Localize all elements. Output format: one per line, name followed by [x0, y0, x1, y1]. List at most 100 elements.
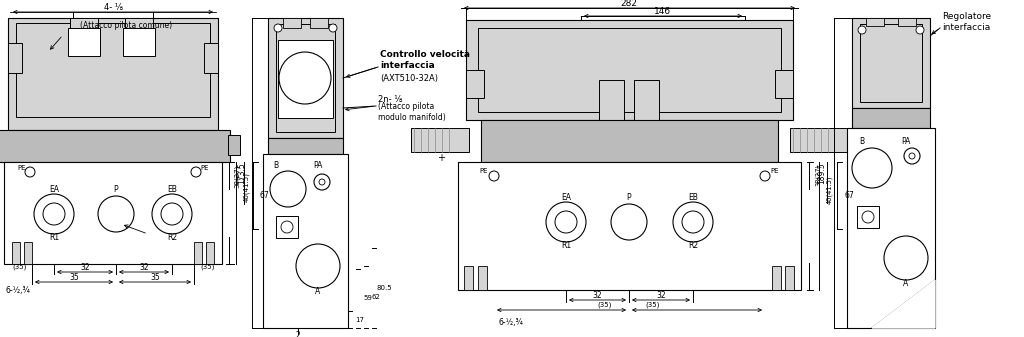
Bar [860, 24, 922, 102]
Bar [310, 18, 328, 28]
Text: PE: PE [480, 168, 488, 174]
Bar [599, 80, 624, 120]
Bar [866, 18, 884, 26]
Bar [775, 70, 793, 98]
Bar [206, 242, 214, 264]
Text: R2: R2 [167, 234, 177, 243]
Text: PE: PE [771, 168, 779, 174]
Text: 40(41.5): 40(41.5) [825, 176, 833, 204]
Text: 38(27): 38(27) [815, 164, 821, 186]
Bar [194, 242, 202, 264]
Bar [204, 43, 218, 73]
Text: P: P [114, 185, 119, 194]
Bar [785, 266, 794, 290]
Text: 4- ⅛: 4- ⅛ [103, 3, 123, 12]
Text: EB: EB [167, 185, 177, 194]
Text: 189.5: 189.5 [817, 162, 826, 184]
Polygon shape [872, 280, 935, 328]
Text: 282: 282 [621, 0, 638, 8]
Bar [263, 154, 348, 328]
Circle shape [281, 221, 293, 233]
Text: 173.5: 173.5 [238, 162, 247, 184]
Circle shape [862, 211, 874, 223]
Circle shape [909, 153, 915, 159]
Circle shape [191, 167, 201, 177]
Circle shape [98, 196, 134, 232]
Text: 59: 59 [364, 295, 373, 301]
Circle shape [884, 236, 928, 280]
Bar [852, 108, 930, 128]
Bar [276, 216, 298, 238]
Bar [464, 266, 473, 290]
Bar [634, 80, 659, 120]
Text: (AXT510-32A): (AXT510-32A) [380, 73, 438, 83]
Text: 67: 67 [259, 190, 269, 200]
Circle shape [329, 24, 337, 32]
Bar [8, 43, 22, 73]
Bar [70, 18, 98, 32]
Circle shape [673, 202, 713, 242]
Text: PE: PE [201, 165, 209, 171]
Bar [772, 266, 781, 290]
Bar [12, 242, 20, 264]
Text: PE: PE [17, 165, 27, 171]
Text: EB: EB [688, 193, 698, 203]
Text: (35): (35) [13, 264, 28, 270]
Text: 2: 2 [296, 332, 300, 337]
Circle shape [152, 194, 193, 234]
Text: Controllo velocità
interfaccia: Controllo velocità interfaccia [380, 50, 470, 70]
Text: (Attacco pilota comune): (Attacco pilota comune) [80, 22, 172, 31]
Circle shape [43, 203, 65, 225]
Bar [268, 18, 343, 138]
Circle shape [25, 167, 35, 177]
Text: (35): (35) [646, 302, 660, 308]
Bar [276, 24, 335, 132]
Circle shape [555, 211, 577, 233]
Circle shape [296, 244, 340, 288]
Text: B: B [859, 137, 864, 147]
Text: +: + [437, 153, 445, 163]
Text: A: A [315, 287, 321, 297]
Text: 80.5: 80.5 [376, 285, 392, 291]
Text: 146: 146 [654, 7, 672, 17]
Circle shape [760, 171, 770, 181]
Circle shape [274, 24, 282, 32]
Text: EA: EA [49, 185, 59, 194]
Bar [898, 18, 916, 26]
Bar [283, 18, 301, 28]
Bar [16, 23, 210, 117]
Text: 35: 35 [151, 273, 160, 281]
Bar [466, 70, 484, 98]
Circle shape [852, 148, 892, 188]
Text: Regolatore
interfaccia: Regolatore interfaccia [942, 12, 991, 32]
Bar [4, 162, 222, 264]
Circle shape [546, 202, 586, 242]
Bar [123, 28, 155, 56]
Circle shape [489, 171, 499, 181]
Text: PA: PA [313, 161, 323, 171]
Circle shape [611, 204, 647, 240]
Text: (35): (35) [598, 302, 612, 308]
Text: 32: 32 [139, 263, 148, 272]
Bar [228, 135, 240, 155]
Text: 62: 62 [372, 294, 381, 300]
Text: R2: R2 [688, 242, 698, 250]
Bar [458, 162, 801, 290]
Text: 2n- ⅛: 2n- ⅛ [378, 95, 402, 104]
Bar [852, 18, 930, 108]
Text: (Attacco pilota
modulo manifold): (Attacco pilota modulo manifold) [378, 102, 445, 122]
Text: 35: 35 [70, 273, 79, 281]
Text: PA: PA [901, 137, 910, 147]
Bar [790, 128, 848, 152]
Bar [268, 138, 343, 154]
Text: 17: 17 [355, 317, 365, 323]
Bar [125, 18, 153, 32]
Circle shape [319, 179, 325, 185]
Text: 32: 32 [592, 290, 602, 300]
Bar [24, 242, 32, 264]
Text: R1: R1 [561, 242, 571, 250]
Circle shape [314, 174, 330, 190]
Bar [8, 18, 218, 130]
Text: EA: EA [561, 193, 571, 203]
Text: 6-½,¾: 6-½,¾ [499, 317, 523, 327]
